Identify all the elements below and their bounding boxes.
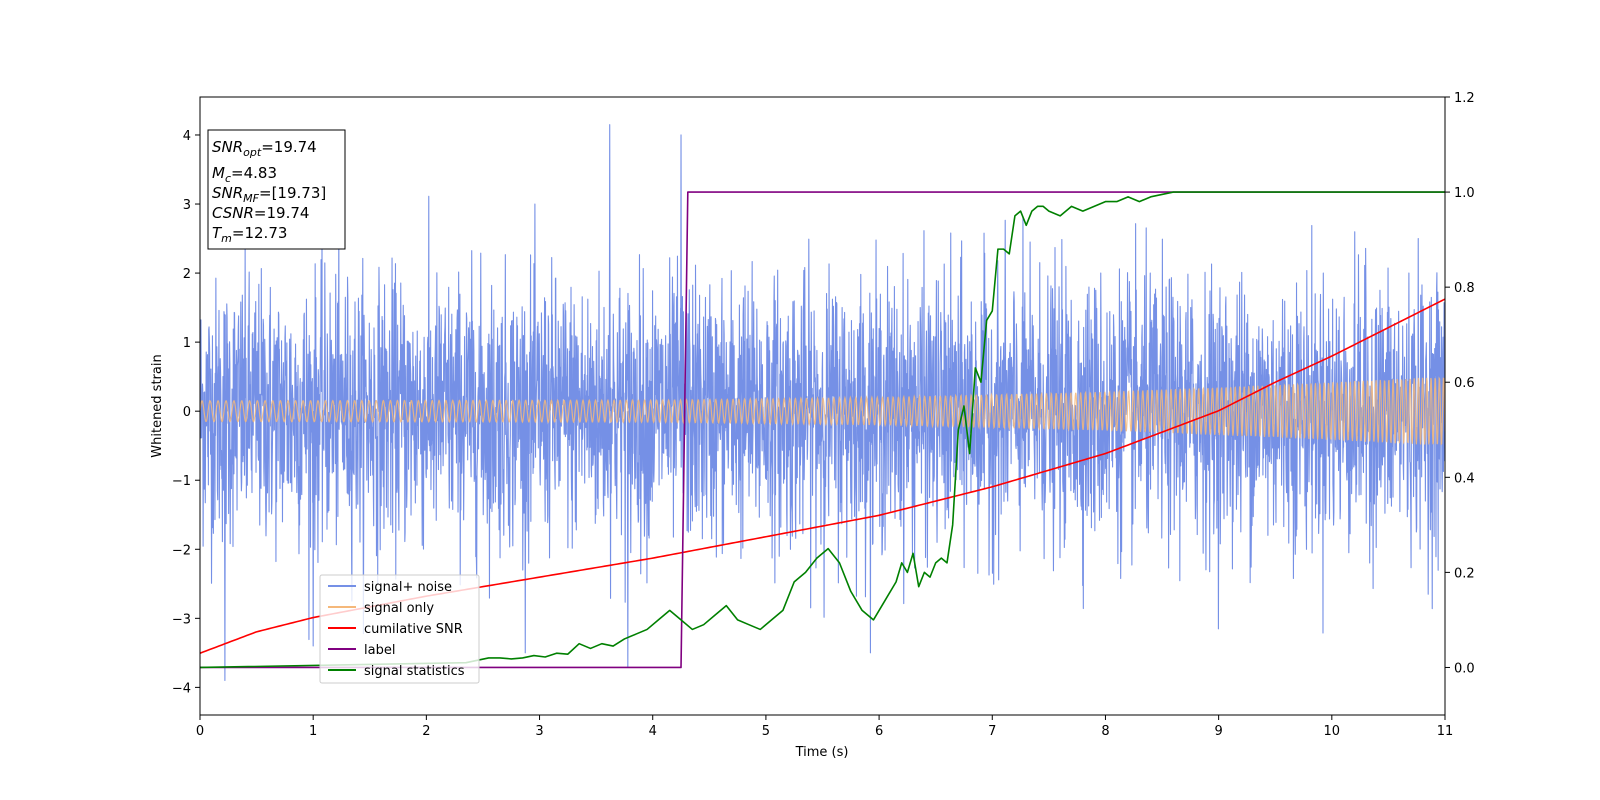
series-signal-statistics	[200, 191, 1445, 669]
annotation-snr-opt: SNRopt=19.74	[212, 138, 317, 159]
y-left-tick-label: −3	[172, 612, 191, 627]
x-tick-label: 10	[1324, 724, 1341, 739]
y-right-tick-label: 0.0	[1454, 661, 1475, 676]
x-tick-label: 6	[875, 724, 883, 739]
y-left-tick-label: 2	[183, 267, 191, 282]
legend-frame	[319, 574, 480, 684]
y-right-tick-label: 0.8	[1454, 281, 1475, 296]
legend: signal+ noise signal only cumilative SNR…	[319, 574, 480, 684]
x-tick-label: 11	[1437, 724, 1454, 739]
y-left-tick-label: −2	[172, 543, 191, 558]
stats-annotation-box: SNRopt=19.74 Mc=4.83 SNRMF=[19.73] CSNR=…	[207, 129, 346, 250]
x-tick-label: 4	[649, 724, 657, 739]
y-right-tick-label: 0.2	[1454, 566, 1475, 581]
y-left-tick-label: 4	[183, 129, 191, 144]
x-tick-label: 3	[535, 724, 543, 739]
legend-label-signal-only: signal only	[364, 601, 434, 616]
annotation-mc: Mc=4.83	[212, 164, 277, 185]
series-signal-only	[200, 376, 1445, 446]
x-tick-label: 8	[1101, 724, 1109, 739]
x-tick-label: 7	[988, 724, 996, 739]
legend-label-signal-noise: signal+ noise	[364, 580, 452, 595]
annotation-tm: Tm=12.73	[212, 224, 287, 245]
y-left-tick-label: −4	[172, 681, 191, 696]
y-left-tick-label: 3	[183, 198, 191, 213]
y-right-tick-label: 0.4	[1454, 471, 1475, 486]
y-left-tick-label: −1	[172, 474, 191, 489]
legend-label-cumulative-snr: cumilative SNR	[364, 622, 463, 637]
y-left-tick-label: 1	[183, 336, 191, 351]
y-axis-label: Whitened strain	[150, 354, 165, 457]
x-tick-label: 5	[762, 724, 770, 739]
x-tick-label: 1	[309, 724, 317, 739]
legend-label-signal-statistics: signal statistics	[364, 664, 465, 679]
series-signal-noise	[200, 124, 1445, 682]
x-tick-label: 0	[196, 724, 204, 739]
x-tick-label: 9	[1214, 724, 1222, 739]
y-right-tick-label: 1.0	[1454, 186, 1475, 201]
x-axis-label: Time (s)	[795, 745, 849, 760]
y-right-tick-label: 1.2	[1454, 91, 1475, 106]
annotation-frame	[207, 129, 346, 250]
annotation-snr-mf: SNRMF=[19.73]	[212, 184, 326, 205]
annotation-csnr: CSNR=19.74	[212, 204, 309, 222]
plot-frame	[199, 96, 1446, 716]
legend-label-label: label	[364, 643, 395, 658]
y-right-tick-label: 0.6	[1454, 376, 1475, 391]
ticks-layer: 0 1 2 3 4 5 6 7 8 9 10 11 −4 −3 −2 −1 0 1 2 3 4 0.0 0.2 0.4 0.6 0…	[172, 91, 1475, 739]
y-left-tick-label: 0	[183, 405, 191, 420]
x-tick-label: 2	[422, 724, 430, 739]
